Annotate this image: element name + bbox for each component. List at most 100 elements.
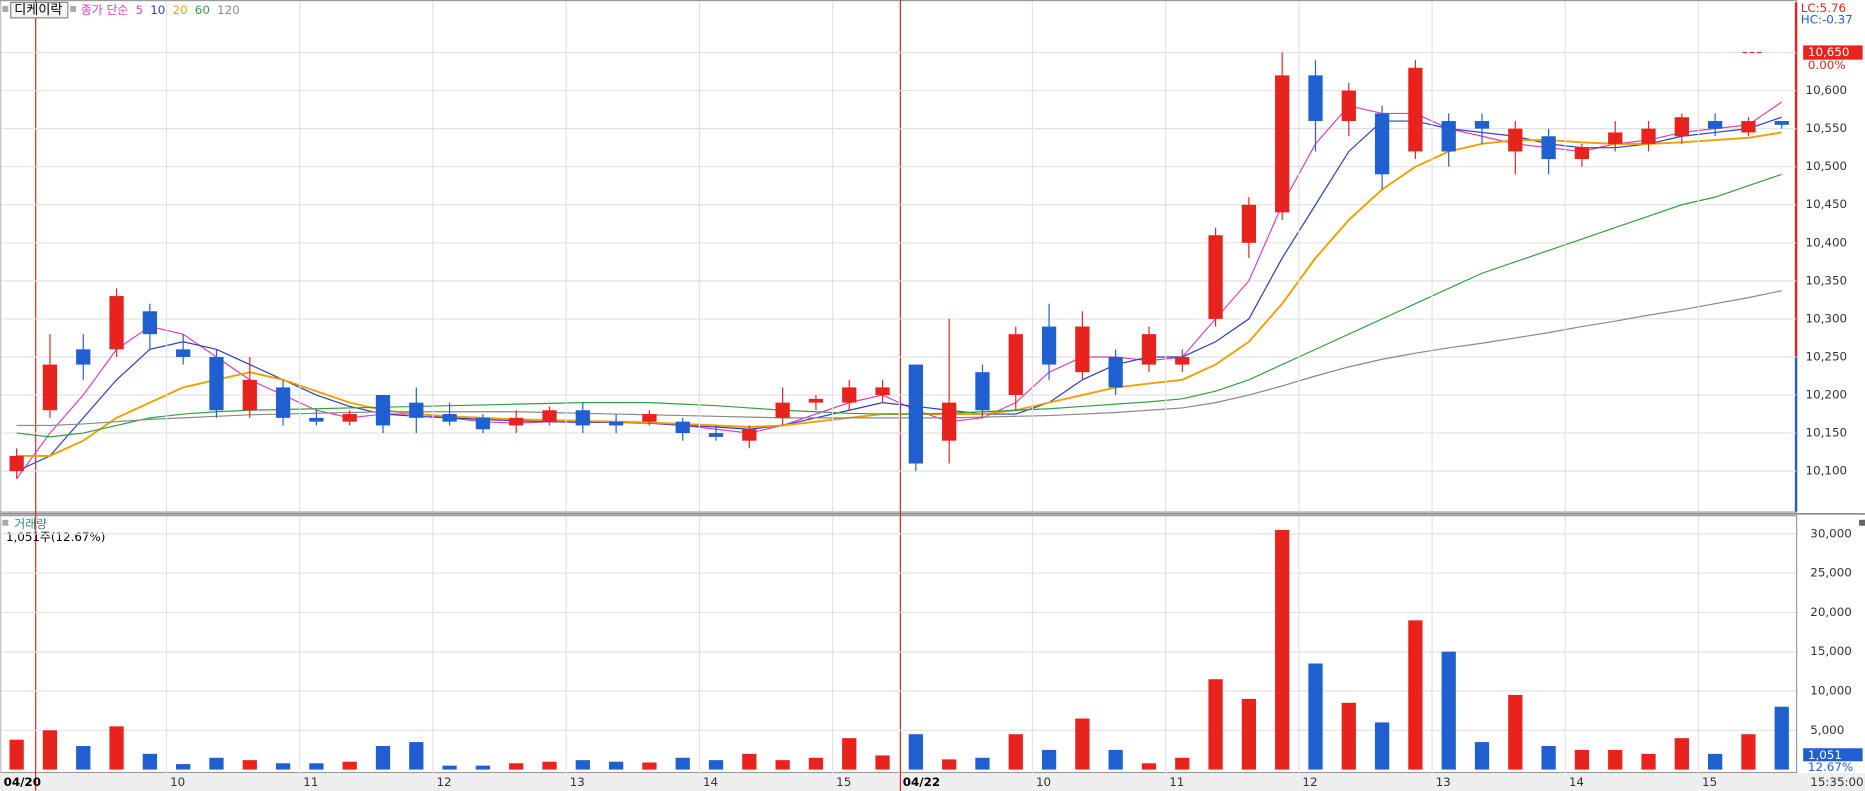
volume-bar [309, 763, 324, 770]
volume-bar [908, 734, 923, 770]
candle-body [209, 356, 224, 411]
volume-bar [1574, 749, 1590, 770]
candle-body [1008, 334, 1023, 396]
y-tick-label: 10,350 [1806, 273, 1848, 287]
y-tick-label: 10,100 [1806, 464, 1848, 478]
candle-body [1308, 75, 1323, 122]
volume-tag-label: 1,051 [1808, 748, 1842, 762]
x-tick-label: 13 [570, 775, 585, 789]
volume-bar [1075, 718, 1090, 770]
volume-bar [1441, 651, 1456, 770]
legend-title: 종가 단순 [81, 3, 129, 17]
candle-body [908, 364, 923, 464]
y-tick-label: 10,150 [1806, 426, 1848, 440]
volume-bar [375, 746, 391, 770]
legend-entry: 60 [195, 3, 210, 17]
candle-body [1574, 147, 1590, 160]
x-tick-label: 11 [303, 775, 318, 789]
legend-entry: 120 [217, 3, 240, 17]
change-label: 0.00% [1808, 58, 1846, 72]
volume-bar [1241, 698, 1257, 770]
x-tick-label: 10 [1036, 775, 1051, 789]
candle-body [1608, 132, 1623, 144]
volume-bar [875, 755, 890, 770]
candle-body [1741, 121, 1756, 133]
y-tick-label: 5,000 [1810, 723, 1844, 737]
volume-bar [242, 760, 257, 770]
candle-body [409, 402, 424, 418]
candle-body [375, 395, 391, 426]
candle-body [1108, 356, 1123, 388]
candle-body [1541, 136, 1556, 160]
volume-bar [109, 726, 124, 770]
y-tick-label: 10,600 [1806, 83, 1848, 97]
candle-body [1408, 67, 1423, 152]
y-tick-label: 10,300 [1806, 311, 1848, 325]
candle-body [1208, 235, 1223, 319]
time-axis [0, 773, 1865, 791]
candle-body [642, 414, 657, 422]
candle-body [875, 387, 890, 396]
y-tick-label: 10,450 [1806, 197, 1848, 211]
volume-bar [575, 760, 590, 770]
x-tick-label: 04/20 [4, 775, 41, 789]
candle-body [1241, 204, 1257, 243]
y-tick-label: 10,200 [1806, 388, 1848, 402]
volume-bar [1108, 749, 1123, 770]
volume-ratio: 12.67% [1808, 760, 1853, 774]
volume-bar [1774, 706, 1789, 770]
volume-bar [1141, 763, 1157, 770]
candle-body [1707, 121, 1723, 129]
y-tick-label: 10,500 [1806, 159, 1848, 173]
volume-bar [475, 765, 491, 770]
volume-bar [642, 762, 657, 770]
y-tick-label: 25,000 [1810, 566, 1852, 580]
volume-bar [1641, 753, 1656, 770]
legend-entry: 5 [136, 3, 144, 17]
volume-bar [409, 742, 424, 770]
candle-body [575, 410, 590, 426]
candle-body [1175, 356, 1190, 365]
icon [70, 5, 77, 12]
volume-bar [42, 730, 58, 770]
candle-body [1641, 128, 1656, 144]
volume-bar [509, 763, 524, 770]
candle-body [142, 311, 158, 335]
y-tick-label: 15,000 [1810, 644, 1852, 658]
price-tag [1803, 45, 1863, 60]
volume-tag [1803, 748, 1863, 762]
x-tick-label: 12 [1302, 775, 1317, 789]
volume-bar [176, 764, 191, 770]
volume-bar [608, 761, 624, 770]
x-tick-label: 14 [703, 775, 718, 789]
x-tick-label: 12 [437, 775, 452, 789]
candle-body [1474, 121, 1490, 129]
x-tick-label: 13 [1436, 775, 1451, 789]
stock-name: 디케이락 [14, 2, 62, 18]
volume-bar [1374, 722, 1390, 770]
candle-body [1508, 128, 1523, 152]
volume-bar [342, 761, 357, 770]
volume-bar [76, 746, 91, 770]
volume-bar [1041, 749, 1057, 770]
candle-body [608, 421, 624, 426]
x-tick-label: 14 [1569, 775, 1584, 789]
x-tick-label: 11 [1169, 775, 1184, 789]
volume-bar [1741, 734, 1756, 770]
volume-bar [775, 760, 790, 770]
x-tick-label: 10 [170, 775, 185, 789]
volume-bar [1208, 679, 1223, 770]
candle-body [808, 398, 824, 403]
y-tick-label: 10,400 [1806, 235, 1848, 249]
volume-bar [1408, 620, 1423, 770]
candle-body [109, 296, 124, 350]
price-tag-label: 10,650 [1808, 45, 1850, 59]
candle-body [309, 417, 324, 422]
y-tick-label: 10,550 [1806, 121, 1848, 135]
icon [2, 519, 9, 526]
y-tick-label: 10,000 [1810, 684, 1852, 698]
candle-body [842, 387, 857, 403]
candle-body [742, 429, 757, 441]
x-tick-label: 15 [1702, 775, 1717, 789]
volume-bar [975, 757, 990, 770]
